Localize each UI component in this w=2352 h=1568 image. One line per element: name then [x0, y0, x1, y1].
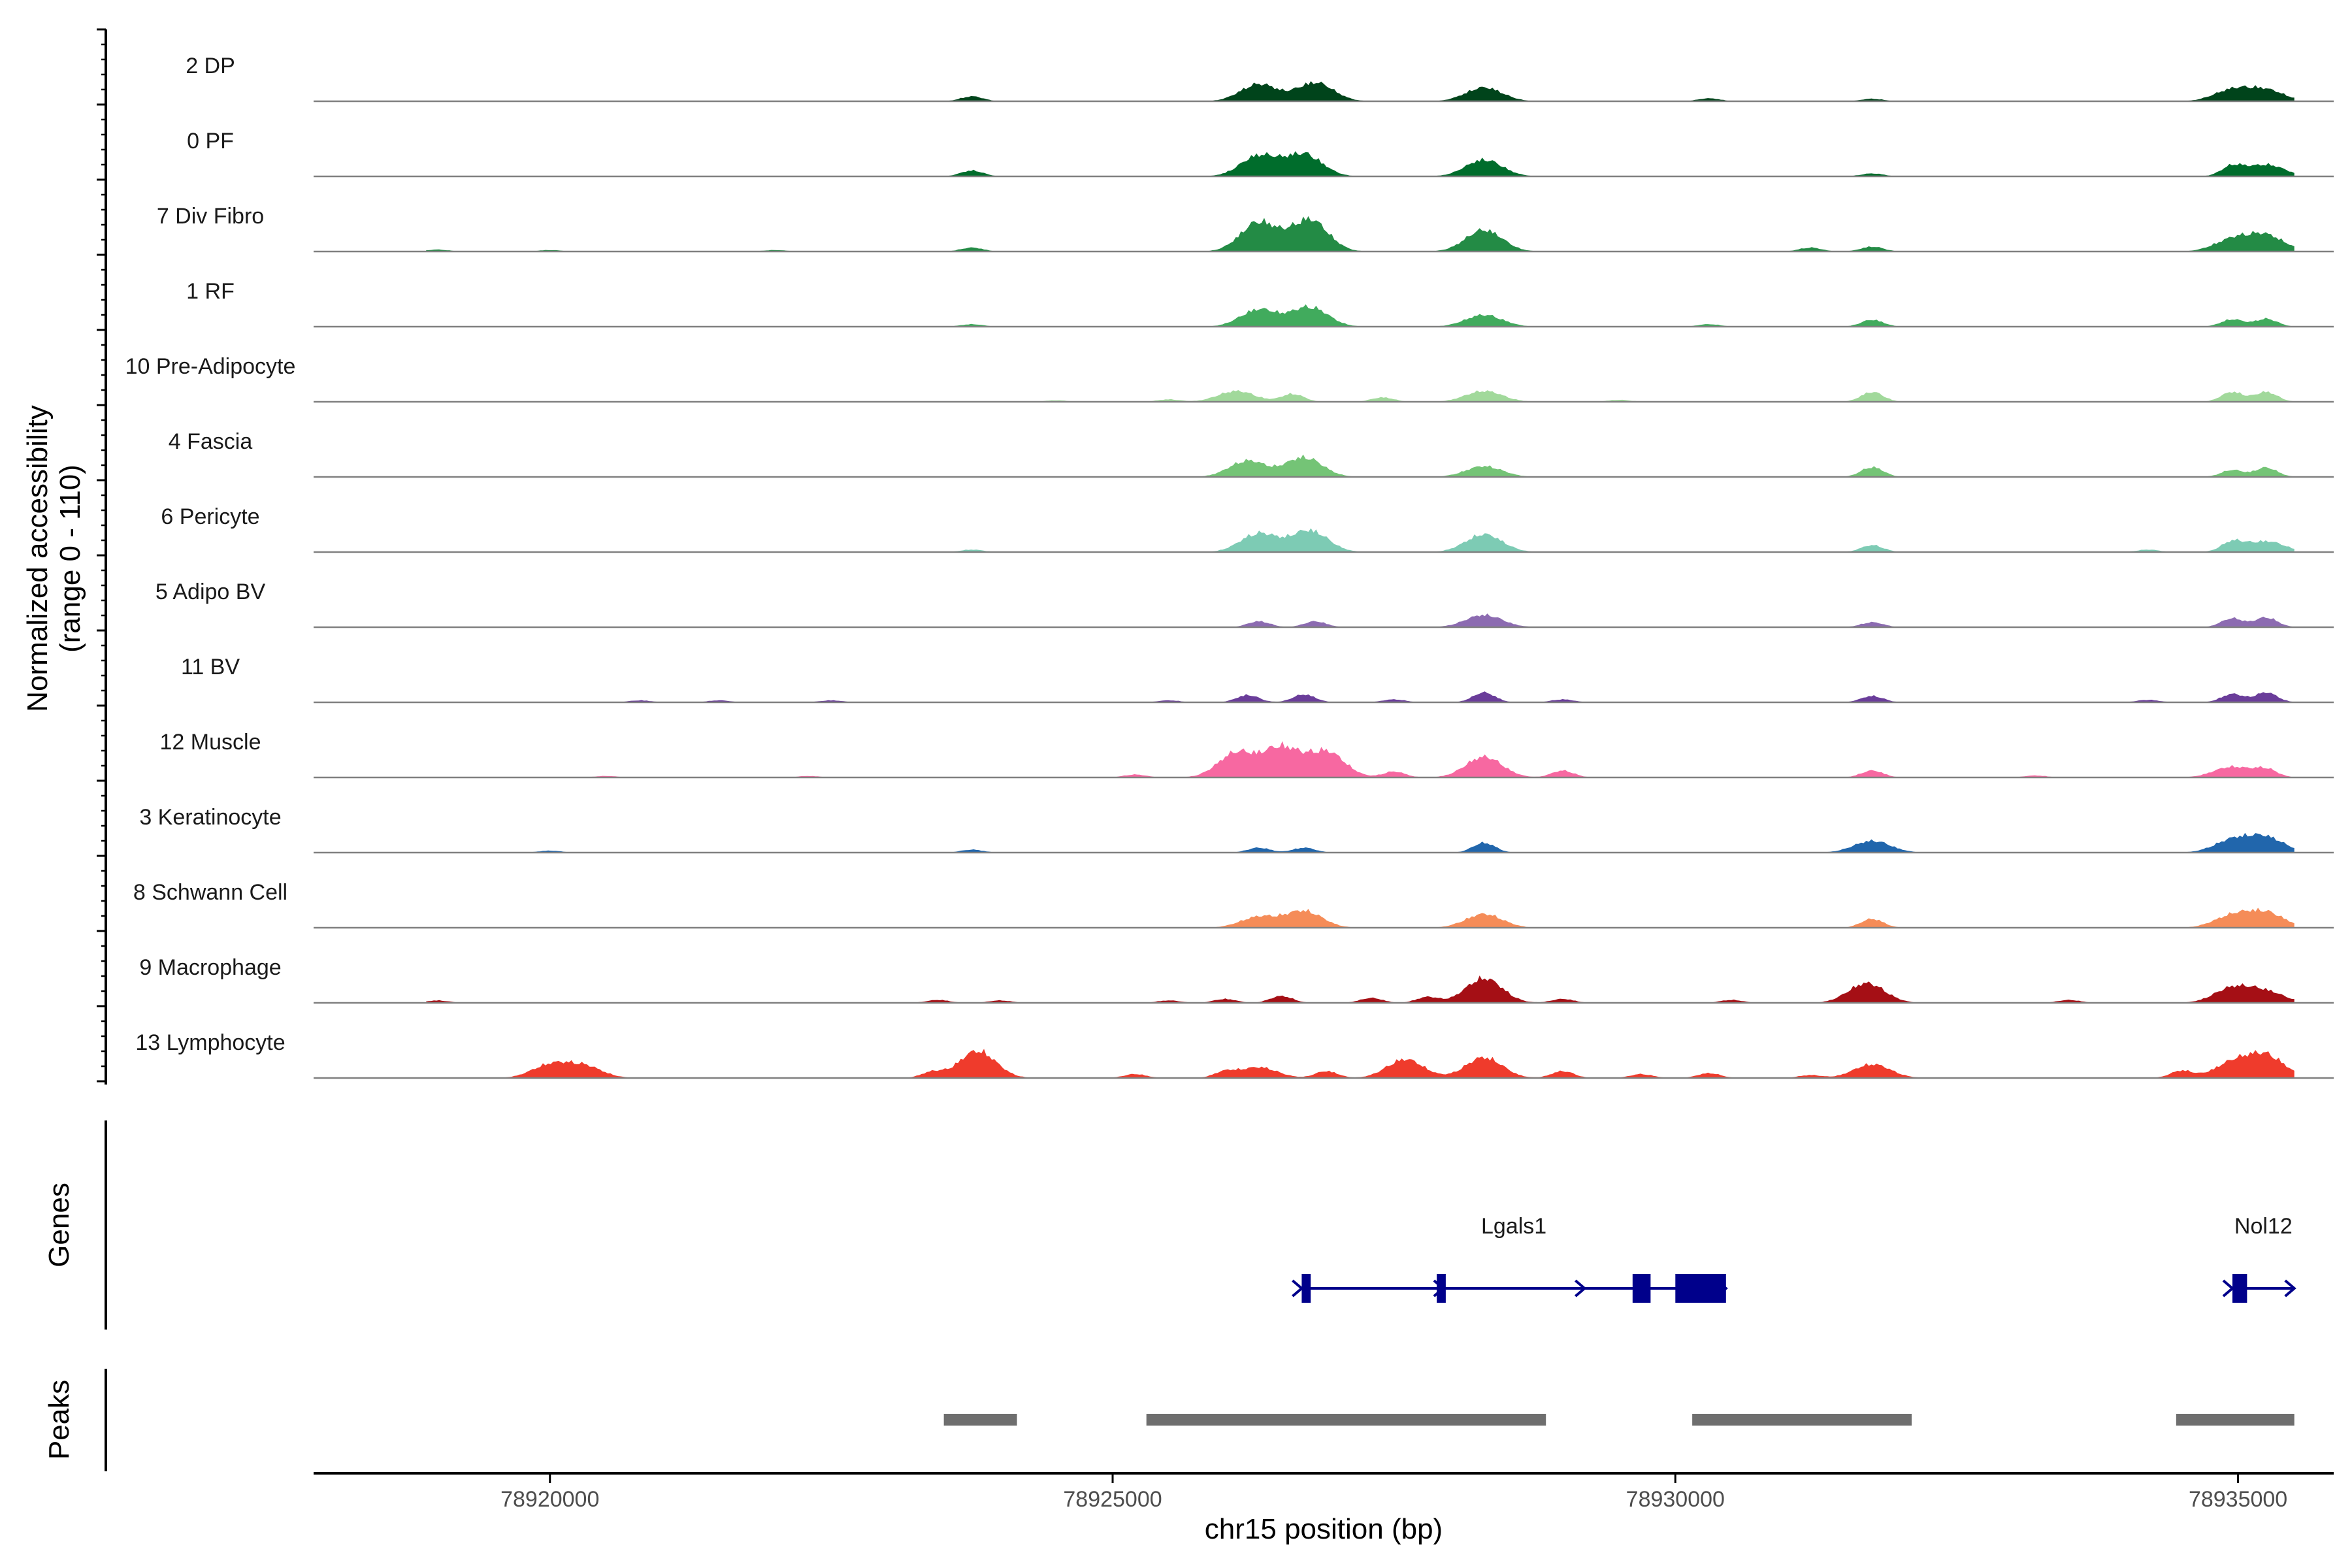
- track-7: 6 Pericyte: [161, 504, 2334, 553]
- track-4: 1 RF: [186, 279, 2334, 328]
- gene-exon: [2232, 1274, 2247, 1303]
- x-tick-label: 78930000: [1626, 1487, 1725, 1512]
- y-axis-ticks: [97, 28, 106, 1083]
- gene-lgals1: Lgals1: [1292, 1214, 1728, 1303]
- track-area: [426, 1049, 2295, 1078]
- track-label: 2 DP: [186, 54, 235, 78]
- y-axis-title-range: (range 0 - 110): [54, 465, 86, 653]
- track-10: 12 Muscle: [160, 730, 2334, 779]
- y-axis-title-main: Normalized accessibility: [22, 405, 54, 711]
- track-2: 0 PF: [187, 129, 2334, 178]
- track-label: 9 Macrophage: [139, 955, 281, 980]
- track-14: 13 Lymphocyte: [135, 1030, 2334, 1079]
- gene-nol12: Nol12: [2222, 1214, 2296, 1303]
- track-5: 10 Pre-Adipocyte: [125, 354, 2334, 403]
- strand-arrow: [2284, 1279, 2296, 1298]
- x-tick-label: 78920000: [500, 1487, 599, 1512]
- peak-region-bar: [2176, 1414, 2295, 1426]
- track-label: 3 Keratinocyte: [139, 805, 281, 830]
- gene-exon: [1301, 1274, 1311, 1303]
- strand-arrow: [2222, 1279, 2235, 1298]
- track-label: 1 RF: [186, 279, 235, 304]
- track-area: [426, 832, 2295, 853]
- track-area: [426, 907, 2295, 928]
- peak-regions: [943, 1414, 2295, 1426]
- x-tick-label: 78925000: [1063, 1487, 1162, 1512]
- y-axis-title: Normalized accessibility (range 0 - 110): [22, 405, 86, 711]
- track-area: [426, 691, 2295, 702]
- coverage-tracks: 2 DP 0 PF 7 Div Fibro 1 RF 10 Pre-Adipocyte 4…: [125, 54, 2334, 1079]
- strand-arrow: [1575, 1279, 1587, 1298]
- track-3: 7 Div Fibro: [157, 204, 2334, 253]
- track-area: [426, 741, 2295, 777]
- track-8: 5 Adipo BV: [155, 580, 2334, 629]
- track-label: 8 Schwann Cell: [133, 880, 287, 905]
- x-axis-title: chr15 position (bp): [1205, 1513, 1443, 1545]
- track-12: 8 Schwann Cell: [133, 880, 2334, 929]
- gene-label: Lgals1: [1481, 1214, 1546, 1239]
- track-area: [426, 81, 2295, 101]
- gene-label: Nol12: [2234, 1214, 2293, 1239]
- gene-annotations: Lgals1 Nol12: [1292, 1214, 2296, 1303]
- peak-region-bar: [1146, 1414, 1546, 1426]
- track-area: [426, 151, 2295, 176]
- track-area: [426, 216, 2295, 252]
- track-label: 10 Pre-Adipocyte: [125, 354, 296, 379]
- track-label: 4 Fascia: [169, 429, 253, 454]
- track-label: 13 Lymphocyte: [135, 1030, 285, 1055]
- track-9: 11 BV: [181, 655, 2334, 704]
- track-area: [426, 390, 2295, 402]
- track-area: [426, 304, 2295, 327]
- track-label: 12 Muscle: [160, 730, 261, 755]
- track-13: 9 Macrophage: [139, 955, 2334, 1004]
- track-area: [426, 454, 2295, 477]
- x-tick-label: 78935000: [2189, 1487, 2287, 1512]
- track-1: 2 DP: [186, 54, 2334, 103]
- track-area: [426, 613, 2295, 627]
- track-6: 4 Fascia: [169, 429, 2334, 478]
- peak-region-bar: [943, 1414, 1017, 1426]
- track-label: 5 Adipo BV: [155, 580, 266, 604]
- track-label: 7 Div Fibro: [157, 204, 264, 229]
- track-label: 11 BV: [181, 655, 240, 679]
- gene-exon: [1437, 1274, 1446, 1303]
- x-axis-ticks: 78920000 78925000 78930000 78935000: [500, 1473, 2287, 1512]
- strand-arrow: [1292, 1279, 1304, 1298]
- track-label: 0 PF: [187, 129, 234, 154]
- track-area: [426, 528, 2295, 552]
- track-11: 3 Keratinocyte: [139, 805, 2334, 854]
- genes-panel-title: Genes: [43, 1183, 75, 1267]
- gene-exon: [1675, 1274, 1726, 1303]
- track-area: [426, 975, 2295, 1003]
- gene-exon: [1632, 1274, 1651, 1303]
- peak-region-bar: [1692, 1414, 1912, 1426]
- peaks-panel-title: Peaks: [43, 1380, 75, 1460]
- track-label: 6 Pericyte: [161, 504, 259, 529]
